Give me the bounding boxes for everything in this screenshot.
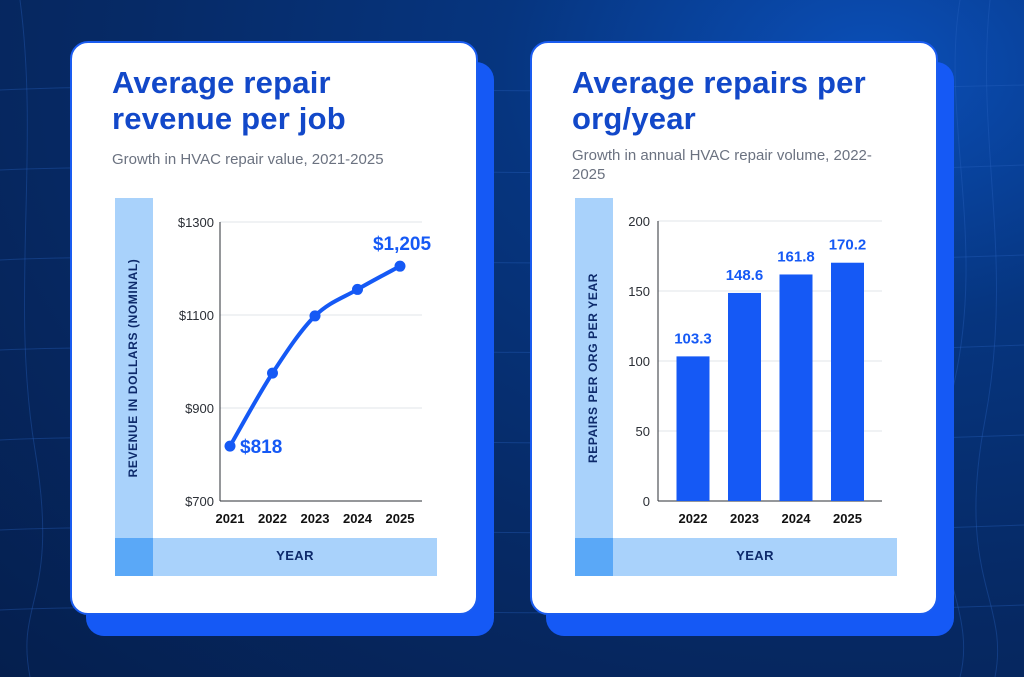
x-tick-label: 2021 — [216, 511, 245, 526]
data-label: 148.6 — [726, 267, 764, 284]
repairs-x-axis-label: YEAR — [736, 548, 774, 563]
revenue-chart-subtitle: Growth in HVAC repair value, 2021-2025 — [112, 151, 384, 168]
x-tick-label: 2023 — [730, 511, 759, 526]
y-tick-label: 200 — [628, 214, 650, 229]
data-point — [224, 440, 236, 452]
repairs-y-axis-band — [575, 198, 613, 538]
data-label: 161.8 — [777, 248, 815, 265]
y-tick-label: 0 — [643, 494, 650, 509]
repairs-chart-title: Average repairs per org/year — [572, 65, 866, 136]
x-tick-label: 2024 — [782, 511, 812, 526]
revenue-chart-card: Average repair revenue per job Growth in… — [70, 41, 478, 615]
data-point — [352, 283, 363, 295]
series-line — [228, 264, 402, 449]
revenue-axis-corner — [115, 538, 153, 576]
revenue-x-axis-band — [115, 538, 437, 576]
y-tick-label: 100 — [628, 354, 650, 369]
repairs-chart-subtitle: Growth in annual HVAC repair volume, 202… — [572, 147, 872, 183]
y-tick-label: $900 — [185, 401, 214, 416]
revenue-x-axis-label: YEAR — [276, 548, 314, 563]
y-tick-label: 50 — [636, 424, 650, 439]
bar — [831, 262, 864, 501]
repairs-x-axis-band — [575, 538, 897, 576]
repairs-bar-chart: 0 50 100 150 200 103.3 2022 148.6 2023 161.8 2024 1… — [628, 214, 882, 526]
bar — [779, 274, 813, 501]
x-tick-label: 2023 — [301, 511, 330, 526]
revenue-chart-title: Average repair revenue per job — [112, 65, 346, 136]
data-label: $1,205 — [373, 234, 432, 255]
x-tick-label: 2024 — [343, 511, 373, 526]
y-tick-label: $1300 — [178, 215, 214, 230]
repairs-axis-corner — [575, 538, 613, 576]
data-point — [309, 310, 321, 322]
data-point — [394, 260, 406, 272]
x-tick-label: 2022 — [258, 511, 287, 526]
y-tick-label: $1100 — [179, 308, 214, 323]
data-label: $818 — [240, 437, 282, 458]
repairs-chart-card: Average repairs per org/year Growth in a… — [530, 41, 938, 615]
data-label: 103.3 — [674, 330, 712, 347]
bar — [676, 356, 710, 501]
data-label: 170.2 — [829, 237, 867, 254]
data-point — [267, 367, 278, 379]
y-tick-label: 150 — [628, 284, 650, 299]
bar — [728, 292, 761, 501]
x-tick-label: 2025 — [833, 511, 862, 526]
revenue-y-axis-band — [115, 198, 153, 538]
revenue-line-chart: $700 $900 $1100 $1300 2021 2022 2023 2024 2025 $8… — [178, 215, 432, 526]
x-tick-label: 2025 — [386, 511, 415, 526]
x-tick-label: 2022 — [679, 511, 708, 526]
y-tick-label: $700 — [185, 494, 214, 509]
